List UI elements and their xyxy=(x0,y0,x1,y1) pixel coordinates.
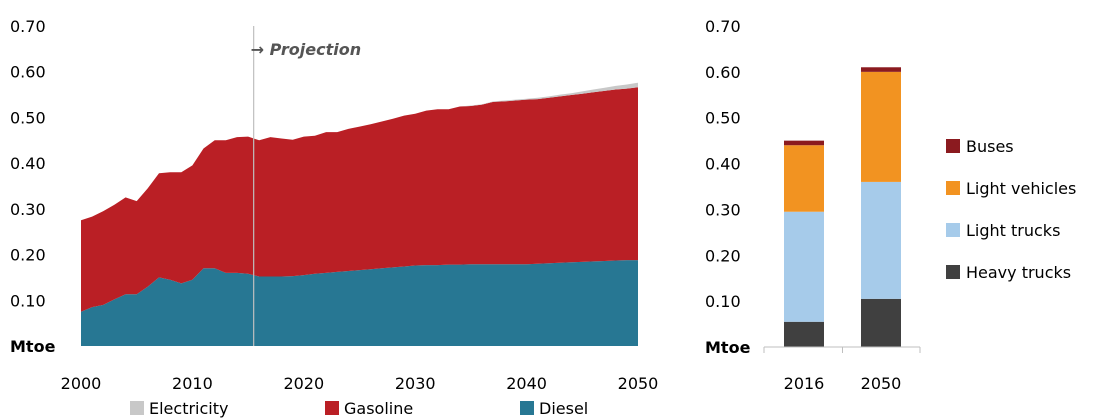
bar-segment-buses-2016 xyxy=(784,140,824,146)
bar-segment-light-vehicles-2016 xyxy=(784,145,824,212)
left-x-tick-label: 2000 xyxy=(61,374,102,393)
left-x-tick-label: 2030 xyxy=(395,374,436,393)
right-x-tick-label: 2050 xyxy=(861,374,902,393)
area-series-gasoline xyxy=(81,87,638,312)
bar-segment-light-vehicles-2050 xyxy=(861,71,901,182)
right-legend: Buses Light vehicles Light trucks Heavy tru… xyxy=(946,137,1076,282)
bar-segment-light-trucks-2016 xyxy=(784,211,824,322)
left-y-tick-label: 0.20 xyxy=(10,246,46,265)
left-legend: Electricity Gasoline Diesel xyxy=(130,399,588,418)
left-y-tick-label: 0.10 xyxy=(10,291,46,310)
area-series-diesel xyxy=(81,260,638,346)
legend-item-electricity: Electricity xyxy=(130,399,228,418)
bar-segment-buses-2050 xyxy=(861,67,901,72)
right-y-tick-label: 0.20 xyxy=(705,246,741,265)
right-y-axis-ticks: 0.70 0.60 0.50 0.40 0.30 0.20 0.10 xyxy=(705,17,741,311)
legend-swatch xyxy=(946,223,960,237)
bar-segment-light-trucks-2050 xyxy=(861,181,901,299)
right-x-axis: 2016 2050 xyxy=(763,346,921,393)
legend-item-gasoline: Gasoline xyxy=(325,399,413,418)
legend-swatch xyxy=(325,401,339,415)
right-y-tick-label: 0.50 xyxy=(705,109,741,128)
right-y-tick-label: 0.40 xyxy=(705,155,741,174)
left-y-tick-label: 0.50 xyxy=(10,108,46,127)
legend-swatch xyxy=(946,265,960,279)
legend-item-heavy-trucks: Heavy trucks xyxy=(946,263,1071,282)
legend-label: Light vehicles xyxy=(966,179,1076,198)
right-y-tick-label: 0.70 xyxy=(705,17,741,36)
left-y-tick-label: 0.30 xyxy=(10,200,46,219)
legend-item-light-trucks: Light trucks xyxy=(946,221,1060,240)
right-bar-series-group xyxy=(784,67,901,347)
left-x-axis-ticks: 2000 2010 2020 2030 2040 2050 xyxy=(61,374,659,393)
right-bar-chart: 0.70 0.60 0.50 0.40 0.30 0.20 0.10 2016 2050 Mt… xyxy=(705,17,1076,393)
legend-label: Gasoline xyxy=(344,399,413,418)
right-y-tick-label: 0.10 xyxy=(705,292,741,311)
legend-swatch xyxy=(946,139,960,153)
legend-label: Buses xyxy=(966,137,1014,156)
bar-segment-heavy-trucks-2050 xyxy=(861,298,901,347)
right-y-tick-label: 0.30 xyxy=(705,200,741,219)
left-x-tick-label: 2020 xyxy=(283,374,324,393)
legend-swatch xyxy=(130,401,144,415)
left-y-axis-ticks: 0.70 0.60 0.50 0.40 0.30 0.20 0.10 xyxy=(10,17,46,310)
right-y-tick-label: 0.60 xyxy=(705,63,741,82)
legend-item-buses: Buses xyxy=(946,137,1014,156)
legend-label: Electricity xyxy=(149,399,228,418)
legend-label: Diesel xyxy=(539,399,588,418)
left-y-tick-label: 0.40 xyxy=(10,154,46,173)
legend-swatch xyxy=(946,181,960,195)
left-unit-label: Mtoe xyxy=(10,337,56,356)
left-x-tick-label: 2050 xyxy=(618,374,659,393)
left-y-tick-label: 0.70 xyxy=(10,17,46,36)
legend-item-diesel: Diesel xyxy=(520,399,588,418)
left-y-tick-label: 0.60 xyxy=(10,63,46,82)
right-unit-label: Mtoe xyxy=(705,338,751,357)
bar-segment-heavy-trucks-2016 xyxy=(784,321,824,347)
left-area-chart: → Projection 0.70 0.60 0.50 0.40 0.30 0.20 0.1… xyxy=(10,17,658,418)
legend-swatch xyxy=(520,401,534,415)
left-x-tick-label: 2010 xyxy=(172,374,213,393)
legend-item-light-vehicles: Light vehicles xyxy=(946,179,1076,198)
right-x-tick-label: 2016 xyxy=(784,374,825,393)
left-area-series-group xyxy=(81,82,638,346)
projection-annotation: → Projection xyxy=(251,40,361,59)
legend-label: Light trucks xyxy=(966,221,1060,240)
left-x-tick-label: 2040 xyxy=(506,374,547,393)
legend-label: Heavy trucks xyxy=(966,263,1071,282)
